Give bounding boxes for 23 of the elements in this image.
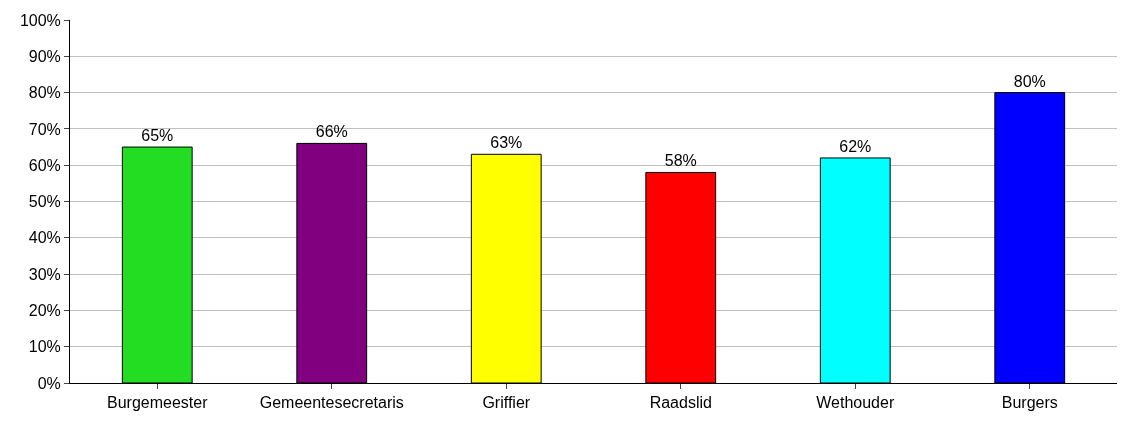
y-tick-label: 70% bbox=[28, 120, 61, 138]
x-tick-label: Burgemeester bbox=[107, 394, 209, 412]
y-tick-label: 0% bbox=[37, 374, 61, 392]
x-tick-label: Gemeentesecretaris bbox=[259, 394, 404, 412]
x-tick-label: Raadslid bbox=[649, 394, 712, 412]
y-tick-label: 80% bbox=[28, 84, 61, 102]
data-label: 63% bbox=[490, 134, 523, 152]
data-label: 80% bbox=[1013, 72, 1046, 90]
x-tick-label: Wethouder bbox=[816, 394, 895, 412]
x-tick-label: Griffier bbox=[482, 394, 531, 412]
y-tick-label: 90% bbox=[28, 47, 61, 65]
y-tick-label: 100% bbox=[19, 11, 61, 29]
x-tick-label: Burgers bbox=[1001, 394, 1058, 412]
y-tick-label: 30% bbox=[28, 265, 61, 283]
data-label: 58% bbox=[664, 152, 697, 170]
data-label: 62% bbox=[839, 137, 872, 155]
y-tick-label: 20% bbox=[28, 302, 61, 319]
y-tick-label: 40% bbox=[28, 229, 61, 247]
data-label: 66% bbox=[315, 123, 348, 141]
y-tick-label: 50% bbox=[28, 193, 61, 211]
y-tick-label: 10% bbox=[28, 338, 61, 356]
y-tick-label: 60% bbox=[28, 156, 61, 174]
data-label: 65% bbox=[141, 127, 174, 145]
